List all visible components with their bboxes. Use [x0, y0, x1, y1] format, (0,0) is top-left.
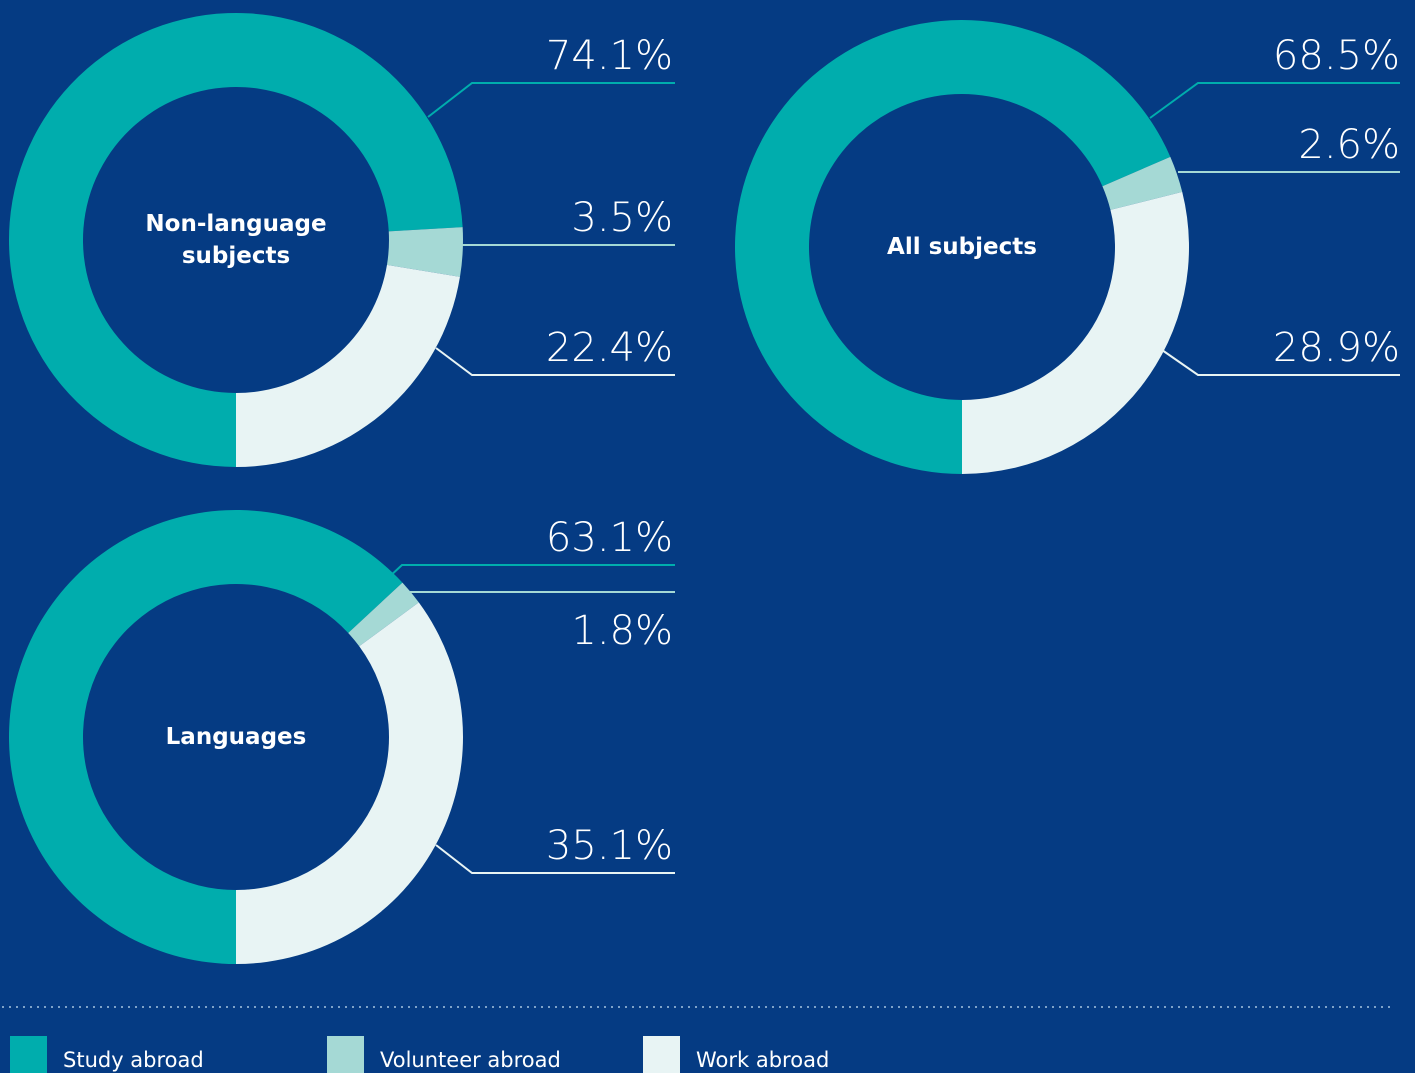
value-label: 22.4%	[546, 325, 673, 371]
label-connector	[1149, 82, 1400, 119]
legend-label: Study abroad	[63, 1048, 204, 1072]
donut-segment	[1102, 156, 1183, 210]
legend-swatch	[10, 1036, 47, 1073]
legend-swatch	[643, 1036, 680, 1073]
donut-segment	[348, 582, 419, 647]
donut-segment	[962, 191, 1189, 474]
label-connector	[387, 564, 675, 579]
value-label: 74.1%	[546, 33, 673, 79]
donut-title: Languages	[165, 724, 307, 750]
donut-segment	[386, 227, 464, 277]
label-connector	[435, 347, 675, 376]
donut-segment	[236, 602, 463, 964]
label-connector	[427, 82, 675, 118]
donut-segment	[8, 12, 463, 468]
legend-swatch	[327, 1036, 364, 1073]
value-label: 28.9%	[1273, 325, 1400, 371]
donut-title: Non-language subjects	[145, 211, 327, 269]
legend-label: Volunteer abroad	[380, 1048, 561, 1072]
label-connector	[1161, 349, 1400, 376]
value-label: 35.1%	[546, 823, 673, 869]
label-connector	[435, 844, 675, 874]
value-label: 68.5%	[1273, 33, 1400, 79]
value-label: 3.5%	[571, 195, 673, 241]
donut-segment	[9, 510, 403, 964]
value-label: 63.1%	[546, 515, 673, 561]
donut-segment	[734, 19, 1171, 474]
value-label: 2.6%	[1298, 122, 1400, 168]
donut-segment	[236, 264, 460, 467]
value-label: 1.8%	[571, 608, 673, 654]
donut-title: All subjects	[887, 234, 1037, 260]
legend-label: Work abroad	[696, 1048, 829, 1072]
